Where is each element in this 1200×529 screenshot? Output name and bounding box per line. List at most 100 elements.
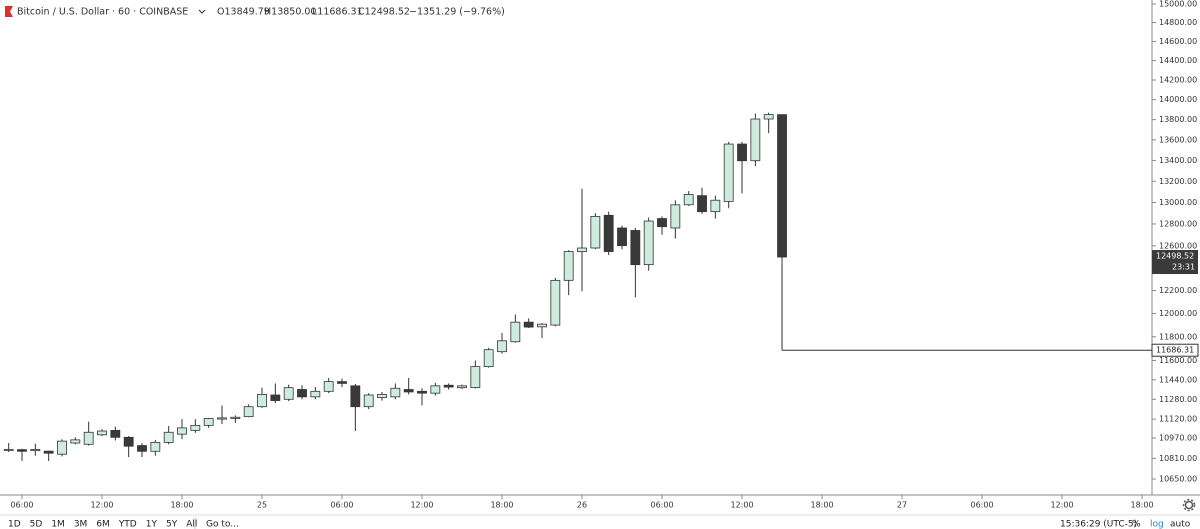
candle-body — [70, 439, 81, 444]
y-tick-label: 10810.00 — [1159, 454, 1197, 463]
candle-body — [283, 387, 294, 400]
y-tick-label: 15000.00 — [1159, 0, 1197, 8]
range-button[interactable]: YTD — [118, 520, 137, 529]
y-tick-label: 11800.00 — [1159, 332, 1197, 341]
candle-body — [430, 385, 441, 394]
candle-body — [350, 385, 361, 408]
candle-body — [737, 143, 747, 162]
auto-toggle[interactable]: auto — [1170, 520, 1191, 529]
candle-body — [310, 390, 321, 398]
y-tick-label: 11440.00 — [1159, 375, 1197, 384]
candle-body — [777, 114, 787, 258]
candle-body — [123, 436, 134, 447]
range-button[interactable]: 5Y — [166, 520, 178, 529]
candle-body — [683, 194, 694, 206]
candle-body — [203, 418, 214, 426]
y-tick-label: 14200.00 — [1159, 75, 1197, 84]
candle-body — [630, 230, 641, 266]
low-price-marker-box — [1151, 343, 1199, 357]
candle-body — [297, 389, 307, 398]
goto-button[interactable]: Go to... — [206, 520, 239, 529]
last-price-marker: 12498.52 — [1156, 252, 1194, 261]
candle-body — [550, 279, 561, 326]
y-tick-label: 12200.00 — [1159, 286, 1197, 295]
y-tick-label: 13200.00 — [1159, 177, 1197, 186]
candle-body — [323, 381, 334, 392]
y-tick-label: 14800.00 — [1159, 18, 1197, 27]
y-tick-label: 13600.00 — [1159, 135, 1197, 144]
low-price-marker: 11686.31 — [1156, 346, 1194, 355]
y-tick-label: 13000.00 — [1159, 198, 1197, 207]
x-tick-label: 06:00 — [970, 501, 993, 510]
last-price-marker-box — [1152, 250, 1198, 275]
x-tick-label: 18:00 — [1131, 501, 1154, 510]
x-tick-label: 27 — [897, 501, 907, 510]
x-tick-label: 18:00 — [170, 501, 193, 510]
y-tick-label: 10650.00 — [1159, 475, 1197, 484]
symbol-caret[interactable] — [198, 9, 206, 14]
candle-body — [363, 394, 374, 408]
candle-body — [3, 448, 14, 451]
candle-body — [417, 390, 427, 394]
x-tick-label: 06:00 — [650, 501, 673, 510]
candle-body — [390, 387, 401, 398]
y-tick-label: 11120.00 — [1159, 415, 1197, 424]
gear-teeth[interactable] — [1182, 498, 1196, 512]
gear[interactable] — [1184, 500, 1194, 510]
x-tick-label: 12:00 — [730, 501, 753, 510]
candle-body — [483, 349, 494, 368]
candle-body — [190, 424, 201, 431]
range-button[interactable]: 1Y — [146, 520, 158, 529]
candle-body — [750, 118, 761, 162]
candle-body — [57, 440, 67, 455]
ohlc-high: H13850.00 — [264, 7, 316, 18]
settings-icon[interactable] — [1182, 498, 1196, 512]
x-tick-label: 18:00 — [810, 501, 833, 510]
x-tick-label: 12:00 — [1050, 501, 1073, 510]
candle-body — [137, 445, 147, 452]
range-button[interactable]: 6M — [96, 520, 110, 529]
percent-toggle[interactable]: % — [1132, 520, 1141, 529]
x-tick-label: 26 — [577, 501, 587, 510]
range-button[interactable]: 5D — [30, 520, 43, 529]
candle-body — [163, 431, 174, 443]
candle-body — [657, 218, 667, 228]
range-button[interactable]: 1D — [8, 520, 21, 529]
candle-body — [17, 449, 27, 452]
candle-body — [443, 384, 454, 388]
candle-body — [523, 321, 534, 328]
y-tick-label: 14000.00 — [1159, 95, 1197, 104]
candle-body — [83, 431, 94, 445]
candle-body — [710, 199, 721, 213]
candle-body — [563, 251, 574, 281]
y-tick-label: 14600.00 — [1159, 37, 1197, 46]
range-button[interactable]: 3M — [74, 520, 88, 529]
log-toggle[interactable]: log — [1150, 520, 1164, 529]
ohlc-change: −1351.29 (−9.76%) — [409, 7, 505, 18]
y-tick-label: 12600.00 — [1159, 241, 1197, 250]
candle-body — [643, 220, 654, 266]
range-button[interactable]: All — [186, 520, 197, 529]
candle-body — [257, 393, 267, 408]
candle-body — [150, 441, 161, 452]
candle-body — [403, 389, 414, 393]
symbol-flag — [5, 6, 9, 17]
x-tick-label: 06:00 — [10, 501, 33, 510]
range-button[interactable]: 1M — [51, 520, 65, 529]
candle-body — [110, 429, 121, 438]
y-tick-label: 13400.00 — [1159, 156, 1197, 165]
y-tick-label: 13800.00 — [1159, 115, 1197, 124]
ohlc-open: O13849.79 — [217, 7, 270, 18]
y-tick-label: 11600.00 — [1159, 356, 1197, 365]
candle-body — [510, 321, 521, 343]
candle-body — [617, 227, 627, 246]
candle-body — [337, 381, 347, 384]
candle-body — [763, 114, 774, 120]
clock: 15:36:29 (UTC-5) — [1060, 520, 1137, 529]
ohlc-close: C12498.52 — [358, 7, 410, 18]
x-tick-label: 18:00 — [490, 501, 513, 510]
candle-body — [457, 385, 467, 389]
symbol-title[interactable]: Bitcoin / U.S. Dollar · 60 · COINBASE — [17, 7, 188, 18]
candle-body — [377, 393, 387, 398]
